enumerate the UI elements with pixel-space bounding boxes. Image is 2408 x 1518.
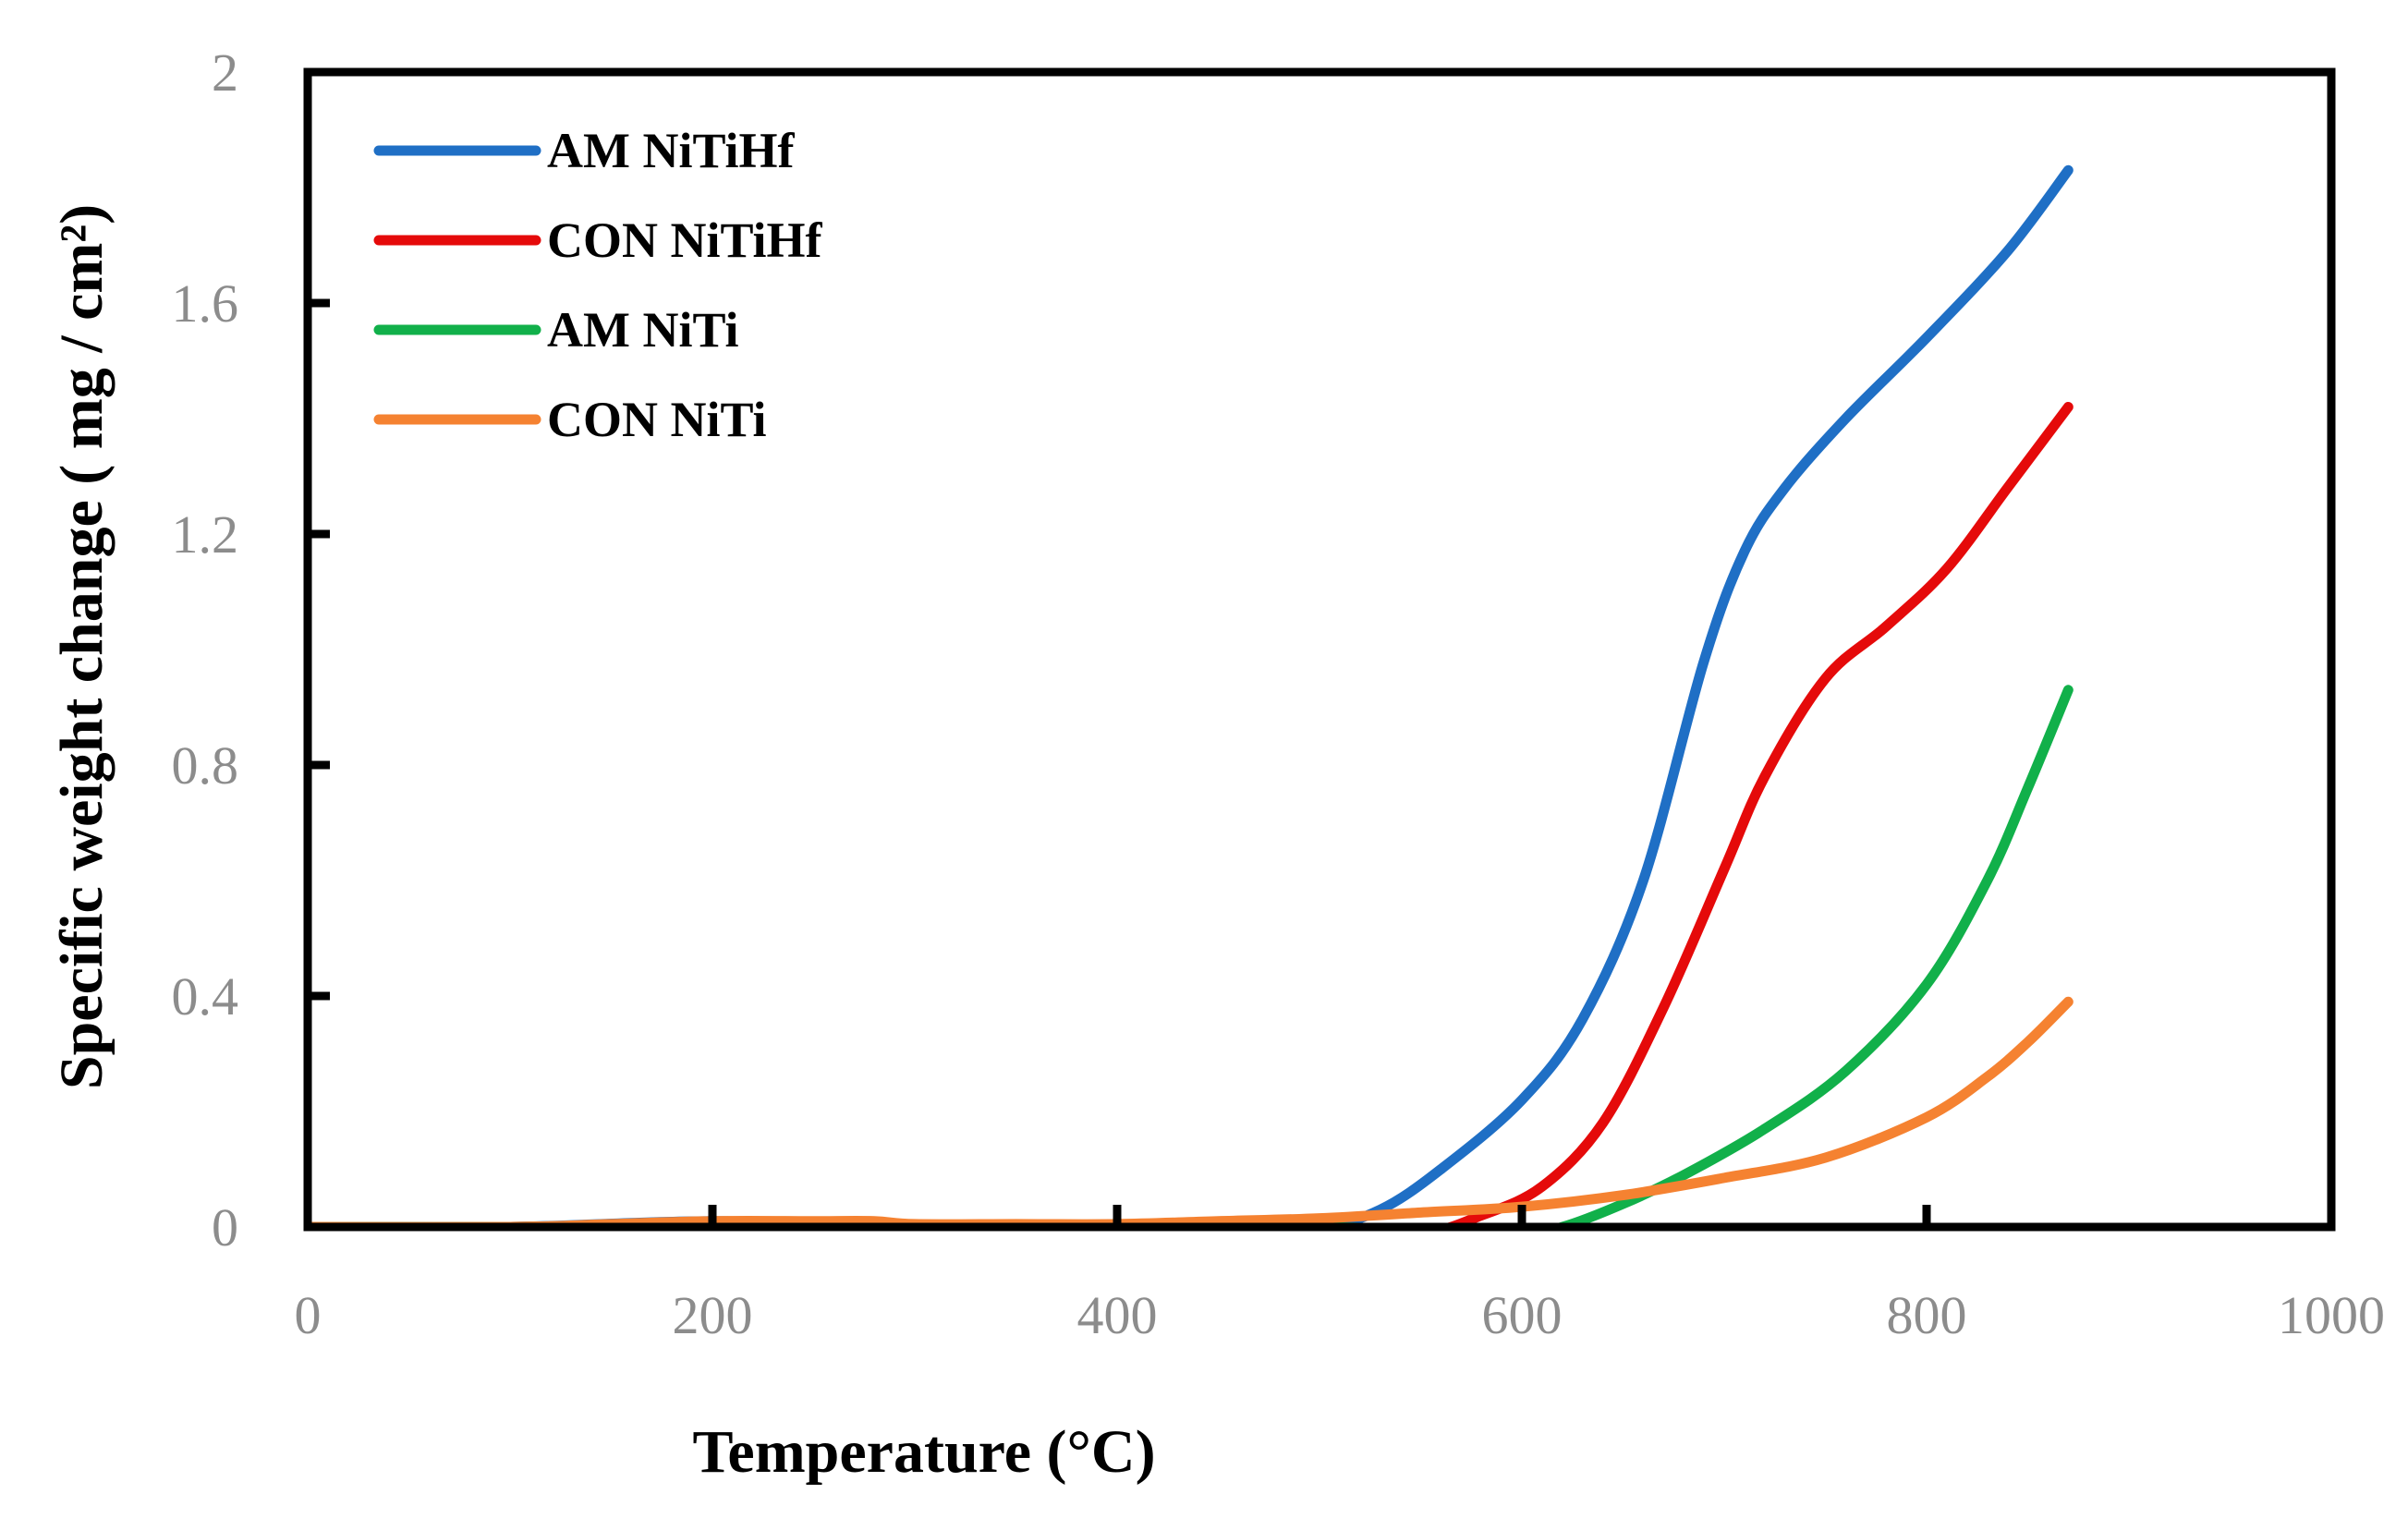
x-tick-label: 600 — [1482, 1285, 1563, 1345]
x-tick-label: 800 — [1887, 1285, 1967, 1345]
y-tick-label: 1.6 — [172, 273, 239, 334]
series-line-am-niti — [308, 685, 2074, 1229]
legend-label: AM NiTi — [547, 302, 739, 358]
x-axis-tick-labels: 0 200 400 600 800 1000 — [295, 1285, 2386, 1345]
plot-area-frame — [303, 67, 2336, 1232]
series-line-con-niti — [308, 996, 2074, 1229]
y-tick-label: 1.2 — [172, 504, 239, 565]
legend-label: CON NiTiHf — [547, 213, 823, 268]
x-tick-label: 400 — [1077, 1285, 1158, 1345]
y-axis-title: Specific weight change ( mg / cm²) — [48, 204, 116, 1089]
legend: AM NiTiHf CON NiTiHf AM NiTi CON NiTi — [373, 123, 823, 447]
tick-marks — [308, 298, 1931, 1227]
legend-label: CON NiTi — [547, 392, 767, 447]
y-tick-label: 0 — [212, 1197, 238, 1257]
y-tick-label: 2 — [212, 43, 238, 103]
x-tick-label: 0 — [295, 1285, 322, 1345]
x-tick-label: 1000 — [2278, 1285, 2385, 1345]
y-axis-tick-labels: 0 0.4 0.8 1.2 1.6 2 — [172, 43, 239, 1257]
x-axis-title: Temperature (°C) — [692, 1418, 1155, 1486]
legend-label: AM NiTiHf — [547, 123, 796, 178]
x-tick-label: 200 — [673, 1285, 753, 1345]
y-tick-label: 0.8 — [172, 735, 239, 795]
y-tick-label: 0.4 — [172, 966, 239, 1026]
